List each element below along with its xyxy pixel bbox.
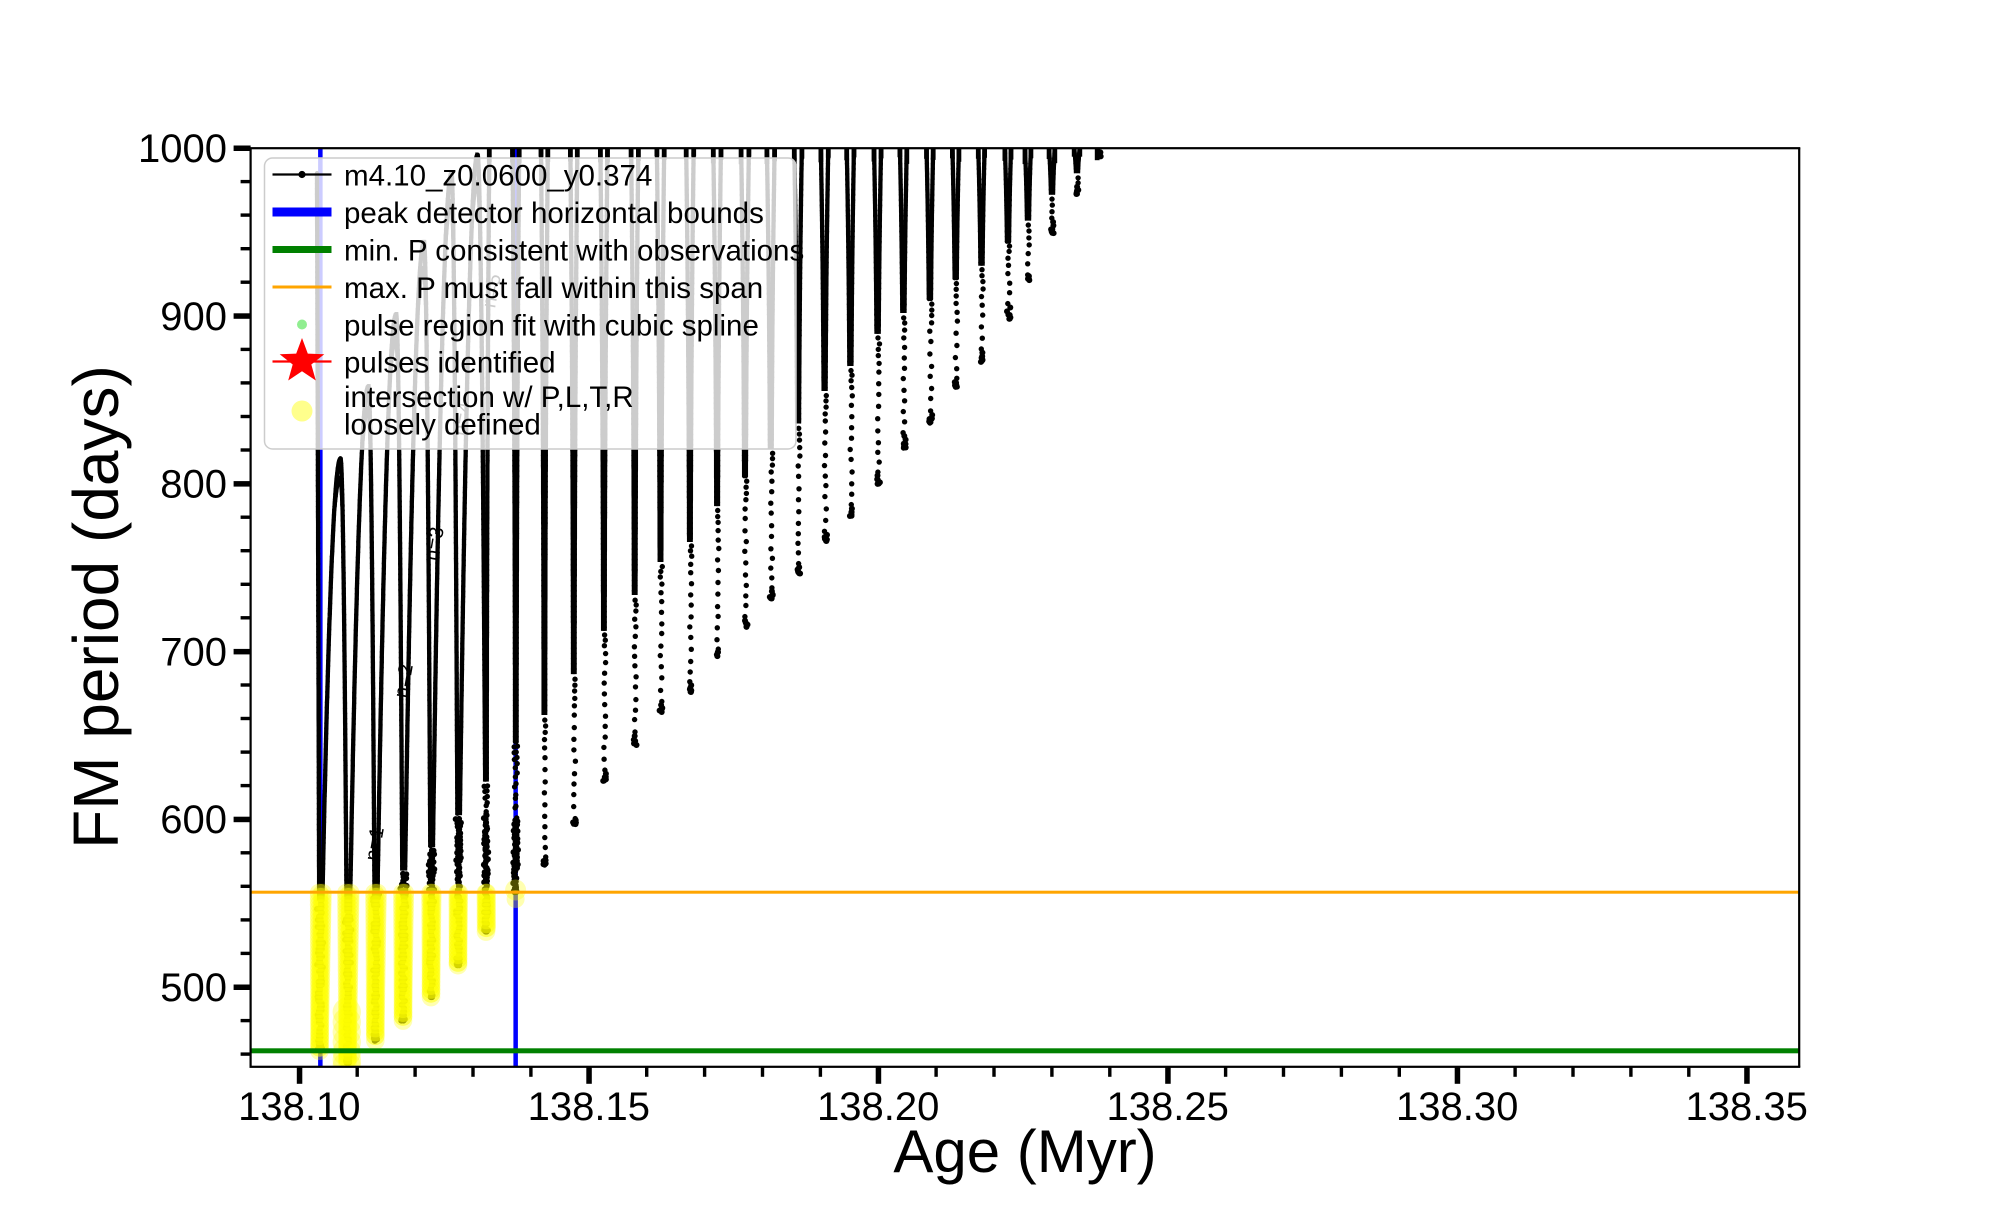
svg-text:min. P consistent with observa: min. P consistent with observations (344, 235, 804, 268)
svg-text:700: 700 (160, 630, 227, 674)
svg-text:800: 800 (160, 463, 227, 507)
svg-text:peak detector horizontal bound: peak detector horizontal bounds (344, 197, 764, 230)
svg-text:pulse region fit with cubic sp: pulse region fit with cubic spline (344, 310, 759, 343)
svg-text:138.25: 138.25 (1107, 1085, 1229, 1129)
svg-text:138.35: 138.35 (1686, 1085, 1808, 1129)
svg-text:intersection w/ P,L,T,R: intersection w/ P,L,T,R (344, 381, 634, 414)
svg-text:max. P must fall within this s: max. P must fall within this span (344, 272, 763, 305)
svg-text:138.10: 138.10 (238, 1085, 360, 1129)
svg-text:Age (Myr): Age (Myr) (893, 1118, 1156, 1185)
svg-text:m4.10_z0.0600_y0.374: m4.10_z0.0600_y0.374 (344, 160, 652, 193)
svg-text:138.30: 138.30 (1396, 1085, 1518, 1129)
svg-text:138.20: 138.20 (817, 1085, 939, 1129)
svg-text:138.15: 138.15 (528, 1085, 650, 1129)
svg-text:FM period (days): FM period (days) (60, 365, 132, 849)
svg-text:1000: 1000 (138, 127, 227, 171)
svg-text:loosely defined: loosely defined (344, 409, 541, 442)
svg-text:600: 600 (160, 798, 227, 842)
svg-text:500: 500 (160, 966, 227, 1010)
svg-text:900: 900 (160, 295, 227, 339)
svg-text:pulses identified: pulses identified (344, 347, 556, 380)
